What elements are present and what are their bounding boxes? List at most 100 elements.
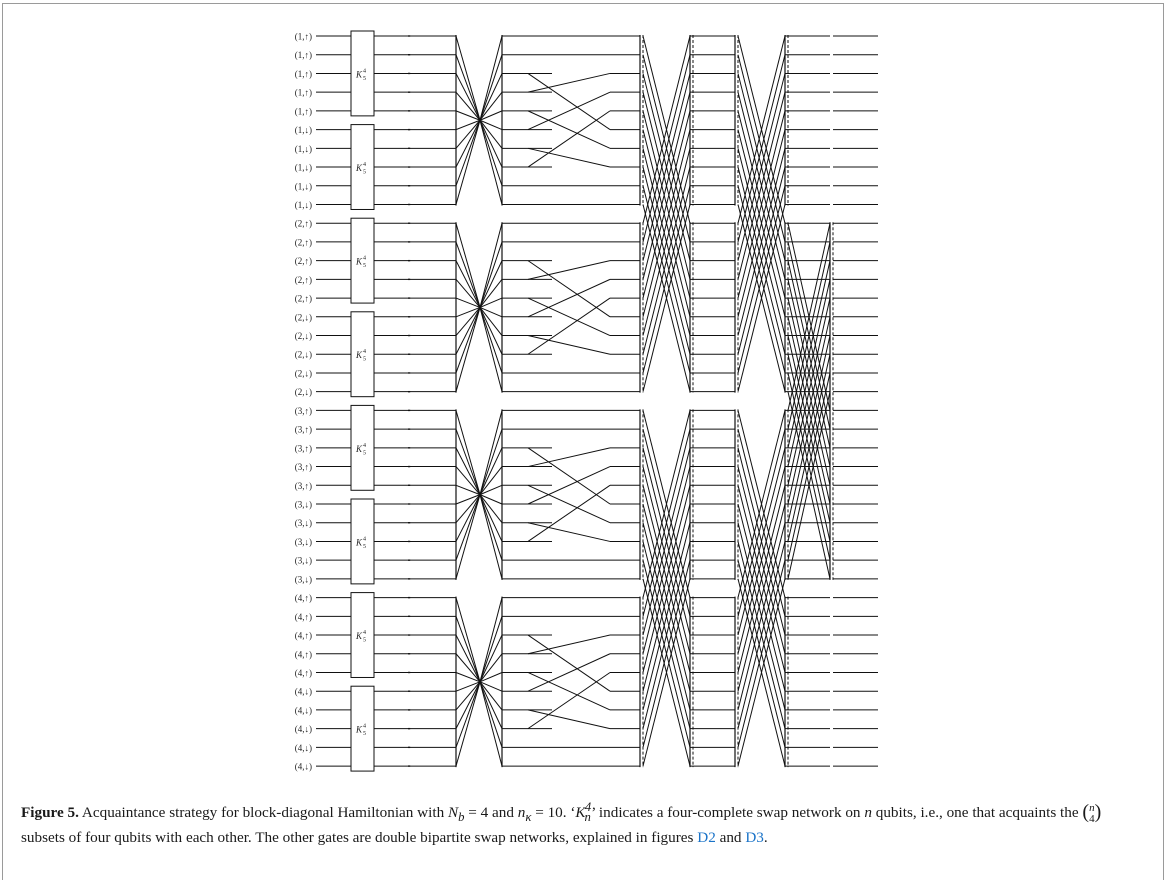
qubit-label: (4,↑): [295, 631, 312, 641]
wire-tick: [408, 709, 411, 711]
caption-text-4: subsets of four qubits with each other. …: [21, 828, 694, 846]
wire-segment: [455, 223, 481, 308]
k-gate-sup: 4: [363, 443, 366, 449]
figure-ref-d2-link[interactable]: D2: [697, 828, 716, 846]
qubit-label: (1,↑): [295, 88, 312, 98]
k-gate-sup: 4: [363, 256, 366, 262]
wire-tick: [408, 746, 411, 749]
k-gate-sub: 5: [363, 450, 366, 456]
circuit-wires: [316, 35, 878, 768]
wire-tick: [408, 596, 411, 599]
qubit-label: (3,↓): [295, 500, 312, 510]
qubit-label: (4,↓): [295, 762, 312, 772]
wire-segment: [479, 428, 503, 495]
binom-bottom: 4: [1089, 812, 1095, 825]
wire-segment: [737, 54, 786, 243]
wire-segment: [455, 54, 481, 121]
wire-segment: [455, 120, 481, 186]
qubit-label: (1,↓): [295, 163, 312, 173]
wire-segment: [455, 672, 481, 683]
qubit-label: (4,↑): [295, 612, 312, 622]
wire-segment: [737, 541, 786, 729]
wire-segment: [479, 306, 503, 318]
wire-segment: [479, 223, 503, 308]
wire-segment: [479, 307, 503, 392]
wire-segment: [455, 494, 481, 580]
wire-segment: [642, 503, 691, 692]
k-gate-box: [350, 217, 375, 304]
wire-tick: [408, 35, 411, 37]
wire-tick: [408, 671, 411, 674]
caption-text-1: Acquaintance strategy for block-diagonal…: [81, 804, 445, 822]
wire-segment: [737, 503, 786, 692]
caption-text-2: ’ indicates a four-complete swap network…: [591, 804, 861, 822]
wire-segment: [455, 307, 481, 392]
qubit-label: (3,↑): [295, 462, 312, 472]
wire-segment: [455, 681, 481, 748]
wire-segment: [737, 148, 786, 336]
wire-segment: [737, 73, 786, 261]
qubit-label: (3,↑): [295, 481, 312, 491]
wire-segment: [737, 522, 786, 711]
qubit-label: (3,↓): [295, 574, 312, 584]
caption-nk-symbol: n: [517, 804, 526, 822]
wire-segment: [642, 466, 691, 654]
wire-tick: [408, 372, 411, 374]
wire-segment: [642, 410, 691, 598]
k-gate-sup: 4: [363, 68, 366, 74]
wire-tick: [408, 54, 411, 56]
wire-segment: [455, 297, 481, 308]
wire-segment: [527, 634, 611, 655]
wire-tick: [408, 522, 411, 524]
wire-segment: [479, 54, 503, 121]
qubit-label: (4,↓): [295, 743, 312, 753]
k-gate-sub: 5: [363, 357, 366, 363]
wire-segment: [737, 428, 786, 617]
wire-segment: [455, 119, 481, 131]
wire-segment: [479, 297, 503, 308]
caption-n-symbol: n: [864, 804, 872, 822]
k-gate-sup: 4: [363, 630, 366, 636]
wire-tick: [408, 353, 411, 355]
wire-segment: [455, 306, 481, 318]
wire-segment: [455, 110, 481, 121]
wire-segment: [642, 166, 691, 355]
wire-segment: [455, 494, 481, 542]
k-gate-sup: 4: [363, 536, 366, 542]
wire-segment: [479, 91, 503, 121]
wire-tick: [408, 316, 411, 318]
qubit-label: (1,↑): [295, 106, 312, 116]
wire-segment: [479, 279, 503, 308]
figure-caption: Figure 5. Acquaintance strategy for bloc…: [21, 798, 1141, 847]
wire-segment: [527, 278, 611, 318]
wire-segment: [642, 185, 691, 374]
wire-segment: [455, 35, 481, 121]
wire-segment: [527, 297, 611, 336]
k-gate-sub: 5: [363, 170, 366, 176]
wire-segment: [787, 260, 831, 448]
wire-segment: [737, 204, 786, 392]
wire-segment: [455, 307, 481, 374]
k-gate-label: K: [355, 257, 363, 267]
wire-tick: [408, 390, 411, 393]
k-gate-sub: 5: [363, 638, 366, 644]
wire-segment: [527, 72, 611, 93]
wire-tick: [408, 91, 411, 93]
wire-tick: [408, 447, 411, 449]
wire-segment: [642, 148, 691, 336]
k-gate-sup: 4: [363, 724, 366, 730]
wire-segment: [479, 634, 503, 683]
wire-segment: [787, 354, 831, 542]
wire-segment: [455, 279, 481, 308]
wire-segment: [479, 494, 503, 542]
wire-segment: [527, 91, 611, 131]
caption-and: and: [719, 828, 742, 846]
wire-segment: [527, 484, 611, 542]
wire-segment: [787, 335, 831, 523]
caption-kn-symbol: K: [575, 804, 586, 822]
wire-segment: [455, 681, 481, 692]
wire-segment: [479, 120, 503, 168]
wire-segment: [479, 307, 503, 355]
figure-ref-d3-link[interactable]: D3: [745, 828, 764, 846]
wire-segment: [642, 73, 691, 261]
